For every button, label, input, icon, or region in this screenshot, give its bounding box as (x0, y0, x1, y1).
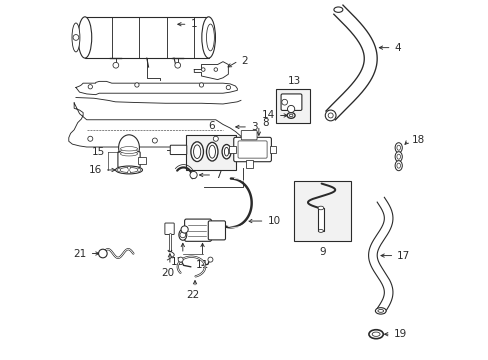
Text: 15: 15 (91, 147, 104, 157)
FancyBboxPatch shape (164, 223, 174, 234)
Ellipse shape (120, 167, 138, 172)
Ellipse shape (286, 113, 294, 118)
Circle shape (113, 62, 119, 68)
Circle shape (127, 166, 130, 169)
Bar (186, 135, 235, 170)
Ellipse shape (224, 147, 228, 156)
Text: 8: 8 (262, 118, 268, 128)
Ellipse shape (120, 149, 137, 153)
Text: 13: 13 (287, 76, 301, 86)
Ellipse shape (394, 143, 402, 153)
Ellipse shape (120, 147, 137, 151)
Circle shape (135, 83, 139, 87)
Ellipse shape (396, 163, 400, 168)
Circle shape (325, 110, 335, 121)
Ellipse shape (371, 332, 379, 336)
FancyBboxPatch shape (170, 145, 186, 154)
Text: 3: 3 (250, 122, 257, 132)
Ellipse shape (396, 145, 400, 150)
FancyBboxPatch shape (241, 131, 257, 140)
Ellipse shape (206, 24, 214, 51)
Circle shape (207, 257, 212, 262)
Bar (269, 145, 276, 153)
Circle shape (88, 136, 93, 141)
Ellipse shape (318, 229, 323, 232)
Text: 1: 1 (190, 19, 197, 29)
Ellipse shape (396, 154, 400, 159)
Circle shape (127, 171, 130, 174)
Circle shape (88, 85, 92, 89)
Ellipse shape (394, 152, 402, 162)
Circle shape (199, 83, 203, 87)
Bar (246, 160, 252, 168)
Text: 7: 7 (215, 170, 221, 180)
Ellipse shape (202, 17, 215, 58)
Bar (138, 157, 145, 163)
FancyBboxPatch shape (281, 94, 301, 111)
FancyBboxPatch shape (233, 137, 271, 162)
Ellipse shape (206, 142, 218, 161)
Ellipse shape (368, 330, 383, 339)
Circle shape (178, 257, 183, 262)
Circle shape (175, 62, 180, 68)
Circle shape (226, 85, 230, 90)
Text: 6: 6 (207, 121, 214, 131)
Ellipse shape (190, 142, 203, 162)
Circle shape (152, 138, 157, 143)
Circle shape (327, 113, 332, 118)
Circle shape (99, 249, 107, 258)
Ellipse shape (317, 206, 323, 210)
Circle shape (73, 35, 79, 40)
Text: 10: 10 (267, 216, 280, 226)
Ellipse shape (394, 161, 402, 171)
Ellipse shape (72, 23, 80, 52)
Bar (85, 17, 208, 58)
Ellipse shape (179, 229, 186, 240)
Circle shape (137, 168, 140, 171)
Circle shape (214, 68, 217, 71)
Text: 19: 19 (393, 329, 406, 339)
Ellipse shape (193, 145, 201, 158)
Text: 2: 2 (241, 56, 247, 66)
Text: 11: 11 (196, 260, 209, 270)
Text: 16: 16 (88, 165, 102, 175)
Ellipse shape (120, 152, 137, 156)
Text: 4: 4 (394, 42, 400, 53)
FancyBboxPatch shape (208, 221, 225, 240)
Circle shape (117, 168, 120, 171)
Circle shape (190, 171, 197, 179)
Ellipse shape (78, 17, 92, 58)
Ellipse shape (333, 7, 342, 12)
FancyBboxPatch shape (118, 152, 140, 167)
Ellipse shape (115, 166, 142, 174)
Circle shape (181, 226, 188, 233)
Ellipse shape (208, 145, 215, 158)
Ellipse shape (377, 310, 383, 312)
Text: 14: 14 (261, 111, 274, 121)
Text: 21: 21 (73, 248, 86, 258)
Circle shape (287, 105, 294, 113)
Text: 22: 22 (185, 291, 199, 301)
FancyBboxPatch shape (184, 219, 211, 241)
Bar (293, 181, 351, 241)
Text: 12: 12 (170, 257, 183, 267)
Ellipse shape (375, 308, 386, 314)
Text: 20: 20 (161, 268, 174, 278)
Ellipse shape (222, 144, 230, 159)
Text: 17: 17 (396, 251, 410, 261)
Bar (228, 145, 235, 153)
Bar (317, 208, 323, 231)
Ellipse shape (289, 114, 292, 117)
Text: 9: 9 (319, 247, 325, 257)
Text: 18: 18 (411, 135, 424, 145)
Circle shape (281, 99, 287, 105)
Text: 5: 5 (203, 145, 209, 155)
FancyBboxPatch shape (238, 141, 266, 158)
Ellipse shape (119, 135, 139, 161)
Bar (276, 89, 309, 123)
Circle shape (213, 136, 218, 141)
Circle shape (201, 68, 204, 71)
Circle shape (180, 232, 185, 238)
